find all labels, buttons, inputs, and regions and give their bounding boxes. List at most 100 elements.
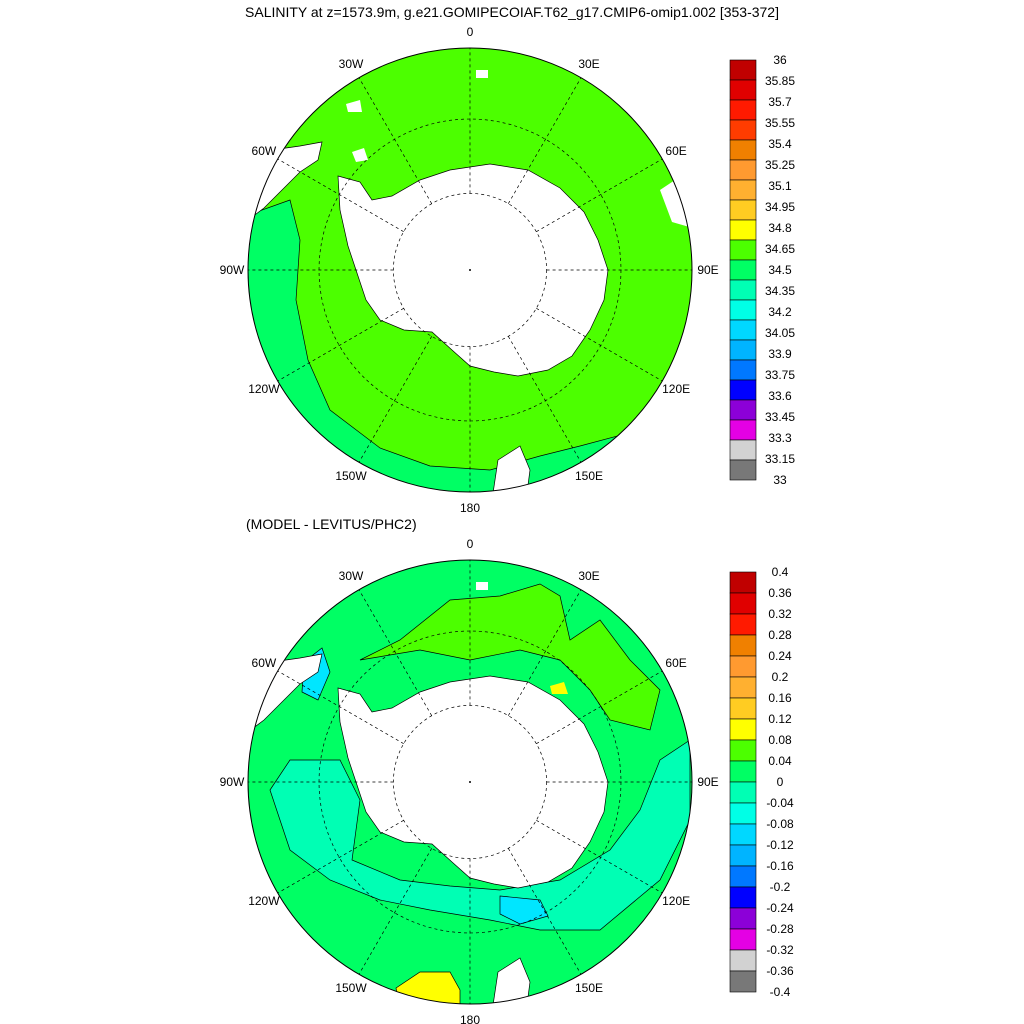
colorbar-label: 0.08	[768, 733, 792, 747]
meridian-line	[358, 77, 433, 204]
latitude-circle	[393, 193, 547, 347]
colorbar-label: -0.24	[766, 901, 794, 915]
longitude-label: 60W	[252, 144, 277, 158]
difference-map	[247, 559, 693, 1005]
colorbar-label: 35.55	[765, 116, 795, 130]
colorbar-label: -0.16	[766, 859, 794, 873]
colorbar-swatch	[729, 219, 757, 241]
colorbar-swatch	[729, 79, 757, 101]
colorbar-swatch	[729, 199, 757, 221]
colorbar-swatch	[729, 823, 757, 846]
colorbar-label: 0.28	[768, 628, 792, 642]
colorbar-swatch	[729, 760, 757, 783]
colorbar-label: 35.4	[768, 137, 792, 151]
colorbar-swatch	[729, 59, 757, 81]
meridian-line	[277, 158, 404, 233]
colorbar-swatch	[729, 865, 757, 888]
colorbar-label: 33.3	[768, 431, 792, 445]
graticule-top	[248, 48, 692, 492]
colorbar-swatch	[729, 655, 757, 678]
colorbar-label: 34.05	[765, 326, 795, 340]
colorbar-swatch	[729, 928, 757, 951]
colorbar-label: -0.4	[770, 985, 791, 999]
colorbar-swatch	[729, 781, 757, 804]
colorbar-label: -0.04	[766, 796, 794, 810]
longitude-labels-top: 0 30E 60E 90E 120E 150E 180 150W 120W 90W 60W 30W	[220, 25, 719, 515]
colorbar-swatch	[729, 613, 757, 636]
colorbar-label: 0.4	[772, 565, 789, 579]
latitude-circle	[393, 705, 547, 859]
colorbar-label: 35.85	[765, 74, 795, 88]
longitude-label: 30W	[339, 57, 364, 71]
weddell-sea-island	[352, 148, 368, 162]
colorbar-label: 33.45	[765, 410, 795, 424]
colorbar-swatch	[729, 299, 757, 321]
colorbar-swatch	[729, 439, 757, 461]
colorbar-swatch	[729, 339, 757, 361]
meridian-line	[358, 589, 433, 716]
colorbar-label: 0.32	[768, 607, 792, 621]
colorbar-label: 35.1	[768, 179, 792, 193]
diff-yellow-patch-indian	[550, 682, 568, 694]
colorbar-label: -0.28	[766, 922, 794, 936]
antarctica-land-bottom	[337, 675, 609, 889]
difference-title: (MODEL - LEVITUS/PHC2)	[246, 516, 417, 532]
longitude-label: 150W	[335, 469, 367, 483]
colorbar-swatch	[729, 139, 757, 161]
small-island-0	[476, 70, 488, 78]
colorbar-label: -0.36	[766, 964, 794, 978]
colorbar-label: 0.2	[772, 670, 789, 684]
longitude-label: 30W	[339, 569, 364, 583]
colorbar-label: 33.75	[765, 368, 795, 382]
longitude-labels-bottom: 0 30E 60E 90E 120E 150E 180 150W 120W 90W 60W 30W	[220, 537, 719, 1024]
colorbar-label: 33	[773, 473, 787, 487]
colorbar-label: -0.12	[766, 838, 794, 852]
diff-cyan-patch	[499, 895, 549, 925]
colorbar-label: 34.8	[768, 221, 792, 235]
small-island-0-bottom	[476, 582, 488, 590]
colorbar-swatch	[729, 739, 757, 762]
colorbar-swatch	[729, 949, 757, 972]
colorbar-label: 0.36	[768, 586, 792, 600]
colorbar-label: 0.16	[768, 691, 792, 705]
colorbar-swatch	[729, 970, 757, 993]
colorbar-label: 34.2	[768, 305, 792, 319]
colorbar-swatch	[729, 802, 757, 825]
colorbar-swatch	[729, 676, 757, 699]
colorbar-salinity: 36 35.85 35.7 35.55 35.4 35.25 35.1 34.95 34.8 34…	[729, 53, 795, 487]
colorbar-label: 33.9	[768, 347, 792, 361]
longitude-label: 180	[460, 1013, 480, 1024]
colorbar-swatch	[729, 179, 757, 201]
colorbar-label: 34.95	[765, 200, 795, 214]
longitude-label: 150E	[575, 981, 603, 995]
meridian-line	[277, 307, 404, 382]
small-island-30w	[346, 100, 362, 112]
meridian-line	[277, 819, 404, 894]
meridian-line	[536, 158, 663, 233]
meridian-line	[507, 77, 582, 204]
longitude-label: 90E	[697, 775, 718, 789]
colorbar-swatch	[729, 159, 757, 181]
meridian-line	[536, 670, 663, 745]
colorbar-swatch	[729, 119, 757, 141]
colorbar-label: 34.65	[765, 242, 795, 256]
longitude-label: 90E	[697, 263, 718, 277]
colorbar-swatch	[729, 359, 757, 381]
meridian-line	[507, 848, 582, 975]
colorbar-label: 36	[773, 53, 787, 67]
colorbar-swatch	[729, 697, 757, 720]
map-border-top	[247, 47, 693, 493]
graticule-bottom	[248, 560, 692, 1004]
colorbar-swatch	[729, 459, 757, 481]
salinity-band-34-5	[248, 199, 692, 492]
longitude-label: 120E	[662, 894, 690, 908]
colorbar-swatch	[729, 886, 757, 909]
longitude-label: 120W	[248, 382, 280, 396]
colorbar-swatch	[729, 239, 757, 261]
latitude-circle	[318, 118, 622, 422]
pole-marker	[469, 781, 471, 783]
pole-marker	[469, 269, 471, 271]
antarctica-land	[337, 163, 609, 377]
longitude-label: 180	[460, 501, 480, 515]
